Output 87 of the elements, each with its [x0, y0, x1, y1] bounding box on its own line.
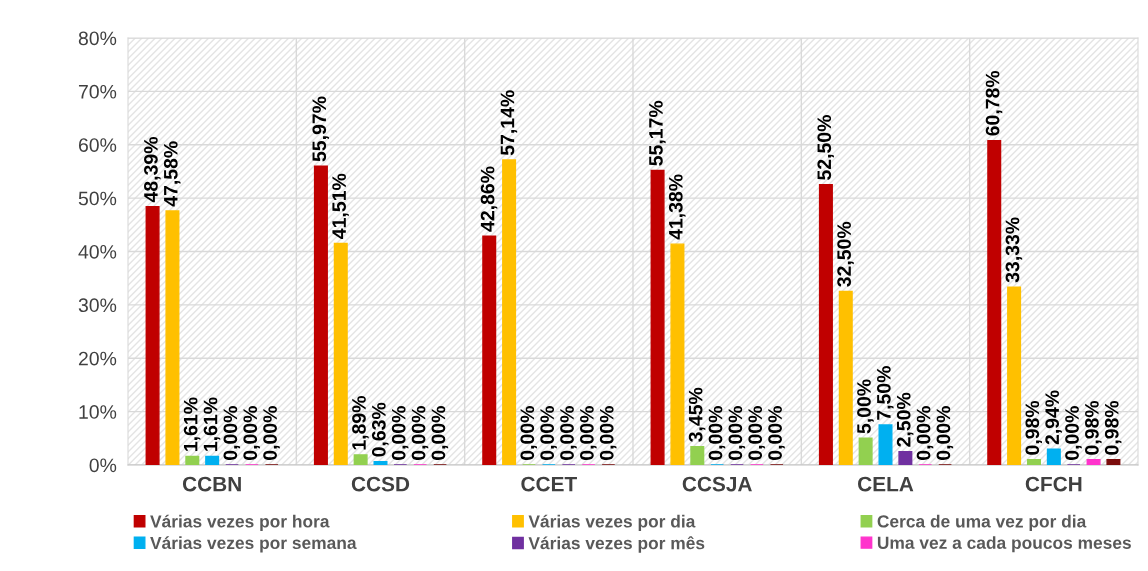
data-label: 0,00% — [223, 406, 241, 460]
bar — [1086, 459, 1101, 465]
data-label: 0,00% — [936, 406, 954, 460]
data-label: 60,78% — [985, 70, 1003, 136]
bar — [1046, 448, 1061, 465]
y-tick-label: 0% — [89, 458, 117, 473]
data-label: 0,63% — [371, 402, 389, 457]
data-label: 0,00% — [728, 406, 746, 460]
legend-label: Várias vezes por semana — [150, 536, 357, 553]
bar — [165, 210, 180, 465]
bar — [987, 139, 1002, 465]
data-label: 0,00% — [391, 406, 409, 460]
legend-label: Várias vezes por dia — [528, 514, 696, 531]
y-tick-label: 40% — [78, 244, 117, 259]
y-tick-label: 50% — [78, 191, 117, 206]
bar — [205, 455, 220, 465]
y-tick-label: 70% — [78, 84, 117, 99]
data-label: 2,94% — [1045, 390, 1062, 445]
data-label: 0,00% — [431, 406, 449, 460]
bar — [333, 242, 348, 465]
x-tick-label: CCSJA — [682, 476, 752, 492]
data-label: 0,00% — [263, 406, 280, 460]
data-label: 55,17% — [649, 100, 666, 166]
data-label: 0,00% — [243, 406, 260, 460]
bar — [858, 437, 873, 465]
bar — [482, 235, 497, 465]
data-label: 0,00% — [560, 406, 577, 460]
data-label: 1,61% — [203, 397, 221, 451]
bar — [145, 206, 160, 465]
data-label: 0,00% — [748, 406, 765, 460]
bar — [502, 159, 517, 465]
bar — [878, 424, 893, 465]
bar — [898, 450, 913, 465]
data-label: 0,00% — [540, 406, 557, 460]
x-tick-label: CCBN — [182, 476, 241, 492]
bar — [1007, 286, 1022, 465]
data-label: 2,50% — [896, 392, 914, 447]
data-label: 57,14% — [500, 90, 518, 156]
legend-label: Várias vezes por hora — [150, 514, 330, 531]
data-label: 5,00% — [857, 379, 874, 434]
y-tick-label: 20% — [78, 351, 117, 366]
bar — [1106, 459, 1121, 465]
data-label: 0,98% — [1025, 400, 1043, 455]
data-label: 0,00% — [1065, 406, 1082, 460]
data-label: 41,38% — [668, 174, 686, 240]
data-label: 47,58% — [163, 141, 181, 207]
bar — [690, 445, 705, 465]
data-label: 3,45% — [688, 387, 706, 442]
data-label: 0,00% — [708, 406, 726, 460]
data-label: 55,97% — [312, 96, 329, 162]
legend-label: Várias vezes por mês — [528, 536, 705, 553]
data-label: 0,00% — [411, 406, 429, 460]
bar — [1026, 459, 1041, 465]
bar — [838, 290, 853, 465]
bar — [650, 169, 665, 465]
data-label: 7,50% — [876, 366, 894, 420]
bar — [185, 455, 200, 465]
data-label: 48,39% — [144, 137, 161, 203]
data-label: 0,98% — [1104, 400, 1122, 455]
y-tick-label: 30% — [78, 298, 117, 313]
bar — [670, 243, 685, 465]
data-label: 32,50% — [837, 221, 854, 287]
data-label: 0,00% — [580, 406, 597, 460]
x-tick-label: CELA — [858, 476, 914, 492]
legend-label: Uma vez a cada poucos meses — [877, 536, 1131, 553]
data-label: 41,51% — [332, 173, 349, 239]
data-label: 0,00% — [916, 406, 934, 460]
data-label: 1,89% — [352, 396, 369, 450]
y-tick-label: 60% — [78, 138, 117, 152]
data-label: 0,00% — [520, 406, 538, 460]
data-label: 0,00% — [768, 406, 785, 460]
data-label: 52,50% — [817, 115, 834, 180]
data-label: 1,61% — [183, 397, 201, 451]
x-tick-label: CFCH — [1025, 476, 1082, 492]
bar — [373, 460, 388, 465]
bar — [353, 454, 368, 465]
y-tick-label: 80% — [78, 31, 117, 46]
data-label: 0,98% — [1085, 400, 1102, 455]
data-label: 33,33% — [1005, 217, 1023, 283]
data-label: 42,86% — [480, 166, 498, 232]
data-label: 0,00% — [599, 406, 617, 460]
x-tick-label: CCSD — [351, 476, 410, 492]
x-tick-label: CCET — [521, 476, 577, 492]
bar — [818, 184, 833, 465]
legend-label: Cerca de uma vez por dia — [877, 514, 1087, 531]
bar — [313, 165, 328, 465]
y-tick-label: 10% — [79, 405, 117, 419]
